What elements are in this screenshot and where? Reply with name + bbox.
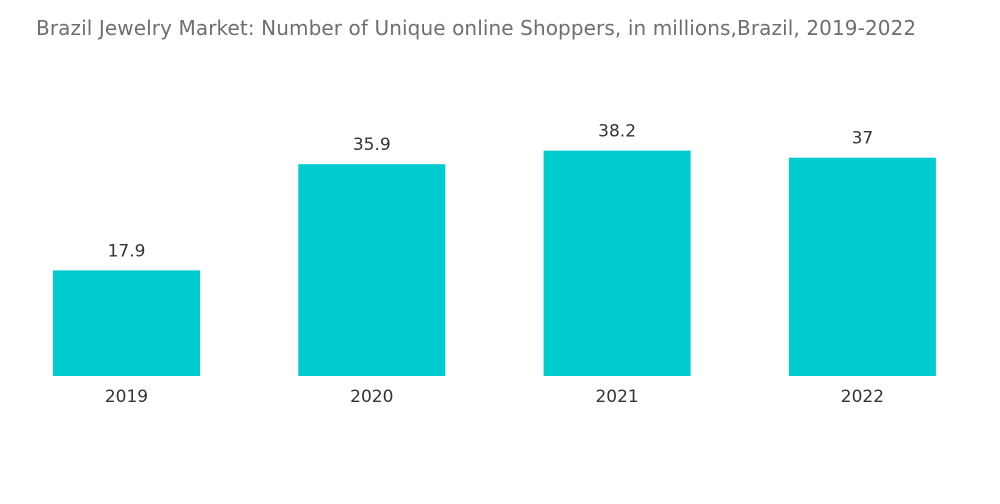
bar-2019: [53, 270, 200, 376]
x-tick-label-2021: 2021: [595, 387, 638, 407]
value-labels-layer: 17.9 35.9 38.2 37: [108, 122, 874, 262]
value-label-2022: 37: [852, 129, 874, 149]
value-label-2021: 38.2: [598, 122, 636, 142]
x-tick-label-2022: 2022: [841, 387, 884, 407]
value-label-2020: 35.9: [353, 135, 391, 155]
chart-title: Brazil Jewelry Market: Number of Unique …: [36, 16, 917, 40]
bars-layer: [53, 150, 936, 376]
bar-2022: [788, 157, 936, 376]
x-tick-label-2019: 2019: [105, 387, 148, 407]
x-axis-ticks: 2019 2020 2021 2022: [105, 387, 884, 407]
value-label-2019: 17.9: [108, 241, 146, 261]
bar-2020: [298, 164, 446, 376]
bar-2021: [543, 150, 691, 376]
x-tick-label-2020: 2020: [350, 387, 393, 407]
